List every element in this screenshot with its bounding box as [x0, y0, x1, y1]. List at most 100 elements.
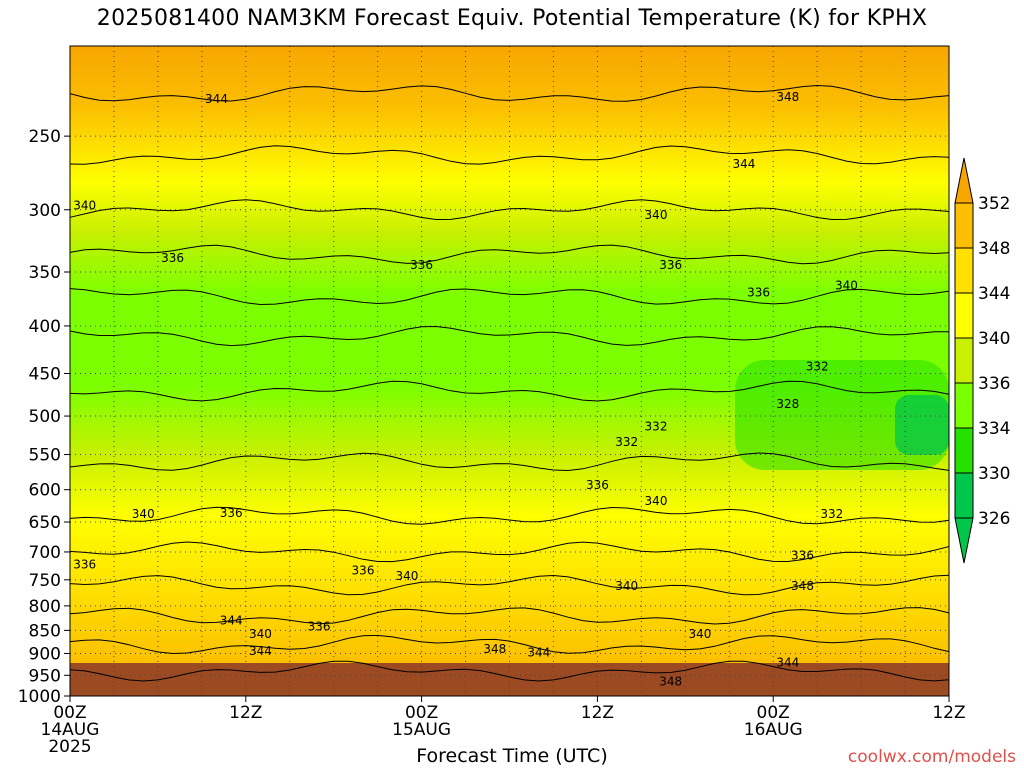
y-tick-label: 800 — [29, 597, 61, 617]
contour-label: 336 — [410, 258, 433, 272]
contour-label: 340 — [615, 579, 638, 593]
contour-line — [69, 244, 950, 265]
contour-line — [69, 452, 950, 472]
colorbar-swatch — [954, 337, 974, 384]
x-tick-label: 14AUG — [41, 720, 100, 740]
y-tick-label: 900 — [29, 644, 61, 664]
contour-line — [69, 380, 950, 402]
y-tick-label: 300 — [29, 201, 61, 221]
contour-label: 340 — [132, 507, 155, 521]
contour-line — [69, 145, 950, 165]
contour-line — [69, 84, 950, 102]
contour-label: 336 — [747, 285, 770, 299]
colorbar-bottom-arrow — [954, 517, 974, 564]
y-tick-label: 750 — [29, 571, 61, 591]
x-tick-label: 2025 — [48, 737, 91, 757]
grid-lines — [70, 46, 949, 697]
y-tick-label: 650 — [29, 513, 61, 533]
contour-label: 340 — [249, 627, 272, 641]
x-tick-label: 12Z — [581, 703, 614, 723]
y-tick-label: 350 — [29, 263, 61, 283]
contour-label: 336 — [586, 478, 609, 492]
watermark: coolwx.com/models — [847, 747, 1016, 767]
y-tick-label: 600 — [29, 481, 61, 501]
colorbar-top-arrow — [954, 157, 974, 204]
y-tick-label: 500 — [29, 407, 61, 427]
contour-label: 340 — [688, 627, 711, 641]
colorbar-swatch — [954, 202, 974, 249]
colorbar-swatch — [954, 427, 974, 474]
contour-label: 344 — [220, 614, 243, 628]
y-tick-label: 1000 — [18, 687, 61, 707]
contour-label: 348 — [776, 90, 799, 104]
contour-line — [69, 541, 950, 563]
y-tick-label: 450 — [29, 365, 61, 385]
chart-title: 2025081400 NAM3KM Forecast Equiv. Potent… — [96, 6, 928, 31]
colorbar-label: 326 — [978, 509, 1010, 529]
x-tick-label: 00Z — [53, 703, 86, 723]
x-tick-label: 15AUG — [392, 720, 451, 740]
contour-label: 336 — [308, 620, 331, 634]
contour-label: 332 — [806, 359, 829, 373]
y-tick-label: 250 — [29, 127, 61, 147]
colorbar-label: 330 — [978, 464, 1010, 484]
colorbar-label: 340 — [978, 329, 1010, 349]
contour-label: 328 — [776, 397, 799, 411]
plot-area — [70, 46, 949, 665]
contour-label: 348 — [483, 642, 506, 656]
contour-line — [69, 634, 950, 655]
y-axis: 250 300 350 400 450 500 550 600 650 700 750 800 850 9… — [18, 127, 70, 707]
x-tick-label: 12Z — [932, 703, 965, 723]
contour-label: 340 — [835, 279, 858, 293]
contour-line — [69, 288, 950, 306]
colorbar-label: 352 — [978, 194, 1010, 214]
contour-label: 340 — [645, 208, 668, 222]
contour-lines — [69, 84, 950, 682]
contour-line — [69, 506, 950, 525]
colorbar-label: 348 — [978, 239, 1010, 259]
moist-core — [895, 395, 949, 455]
contour-label: 344 — [249, 644, 272, 658]
colorbar-label: 344 — [978, 284, 1010, 304]
contour-label: 344 — [776, 655, 799, 669]
contour-label: 348 — [791, 579, 814, 593]
contour-labels: 344 348 344 340 340 336 336 336 336 340 332 328 332 3… — [73, 90, 858, 688]
contour-line — [69, 607, 950, 625]
colorbar-swatch — [954, 247, 974, 294]
colorbar-swatch — [954, 292, 974, 339]
contour-label: 336 — [352, 564, 375, 578]
contour-label: 336 — [659, 258, 682, 272]
contour-label: 344 — [205, 92, 228, 106]
contour-line — [69, 199, 950, 221]
contour-label: 340 — [645, 494, 668, 508]
colorbar-label: 334 — [978, 419, 1010, 439]
x-tick-label: 00Z — [405, 703, 438, 723]
x-tick-label: 00Z — [757, 703, 790, 723]
y-tick-label: 700 — [29, 543, 61, 563]
ground-terrain — [70, 663, 949, 696]
contour-label: 332 — [645, 419, 668, 433]
x-tick-label: 12Z — [229, 703, 262, 723]
colorbar-swatch — [954, 382, 974, 429]
y-tick-label: 850 — [29, 621, 61, 641]
contour-label: 336 — [161, 251, 184, 265]
contour-label: 344 — [527, 646, 550, 660]
y-tick-label: 400 — [29, 317, 61, 337]
contour-line — [69, 660, 950, 682]
colorbar: 352 348 344 340 336 334 330 326 — [954, 157, 1010, 564]
contour-label: 336 — [220, 506, 243, 520]
x-tick-label: 16AUG — [744, 720, 803, 740]
contour-label: 340 — [395, 569, 418, 583]
contour-label: 340 — [73, 199, 96, 213]
contour-label: 336 — [791, 548, 814, 562]
plot-frame — [69, 45, 950, 697]
contour-label: 332 — [820, 507, 843, 521]
colorbar-swatch — [954, 472, 974, 519]
contour-label: 348 — [659, 675, 682, 689]
contour-line — [69, 325, 950, 347]
x-axis-label: Forecast Time (UTC) — [416, 745, 608, 767]
contour-label: 344 — [732, 157, 755, 171]
contour-label: 332 — [615, 435, 638, 449]
contour-line — [69, 574, 950, 596]
